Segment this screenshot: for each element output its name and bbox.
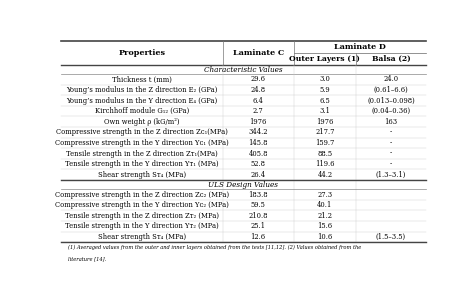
Text: 145.8: 145.8 — [248, 139, 268, 147]
Text: 44.2: 44.2 — [317, 171, 332, 179]
Text: Tensile strength in the Z direction Zᴛ₁(MPa): Tensile strength in the Z direction Zᴛ₁(… — [66, 150, 218, 157]
Text: 217.7: 217.7 — [315, 128, 335, 136]
Text: 344.2: 344.2 — [248, 128, 268, 136]
Text: -: - — [390, 150, 392, 157]
Text: Thickness t (mm): Thickness t (mm) — [112, 75, 172, 84]
Text: 6.4: 6.4 — [253, 97, 264, 105]
Text: (0.013–0.098): (0.013–0.098) — [367, 97, 415, 105]
Text: Young’s modulus in the Z direction E₂ (GPa): Young’s modulus in the Z direction E₂ (G… — [66, 86, 218, 94]
Text: Compressive strength in the Y direction Yᴄ₁ (MPa): Compressive strength in the Y direction … — [55, 139, 229, 147]
Text: literature [14].: literature [14]. — [68, 257, 107, 262]
Text: Laminate D: Laminate D — [334, 43, 386, 51]
Text: 26.4: 26.4 — [251, 171, 266, 179]
Text: Compressive strength in the Y direction Yᴄ₂ (MPa): Compressive strength in the Y direction … — [55, 201, 229, 209]
Text: 15.6: 15.6 — [317, 222, 332, 230]
Text: -: - — [390, 160, 392, 168]
Text: 3.1: 3.1 — [319, 107, 330, 115]
Text: Outer Layers (1): Outer Layers (1) — [290, 55, 360, 63]
Text: Kirchhoff module G₁₂ (GPa): Kirchhoff module G₁₂ (GPa) — [95, 107, 189, 115]
Text: Shear strength Sᴛ₄ (MPa): Shear strength Sᴛ₄ (MPa) — [98, 233, 186, 241]
Text: (0.04–0.36): (0.04–0.36) — [372, 107, 410, 115]
Text: Balsa (2): Balsa (2) — [372, 55, 410, 63]
Text: 119.6: 119.6 — [315, 160, 335, 168]
Text: 27.3: 27.3 — [317, 191, 332, 199]
Text: 2.7: 2.7 — [253, 107, 264, 115]
Text: 88.5: 88.5 — [317, 150, 332, 157]
Text: 3.0: 3.0 — [319, 75, 330, 84]
Text: 210.8: 210.8 — [248, 212, 268, 220]
Text: 25.1: 25.1 — [251, 222, 265, 230]
Text: 24.0: 24.0 — [383, 75, 399, 84]
Text: 405.8: 405.8 — [248, 150, 268, 157]
Text: 163: 163 — [384, 118, 398, 126]
Text: Compressive strength in the Z direction Zᴄ₂ (MPa): Compressive strength in the Z direction … — [55, 191, 229, 199]
Text: 21.2: 21.2 — [318, 212, 332, 220]
Text: 6.5: 6.5 — [319, 97, 330, 105]
Text: 1976: 1976 — [316, 118, 334, 126]
Text: 24.8: 24.8 — [251, 86, 266, 94]
Text: 159.7: 159.7 — [315, 139, 335, 147]
Text: Laminate C: Laminate C — [233, 49, 284, 57]
Text: 59.5: 59.5 — [251, 201, 265, 209]
Text: Shear strength Sᴛ₄ (MPa): Shear strength Sᴛ₄ (MPa) — [98, 171, 186, 179]
Text: 29.6: 29.6 — [251, 75, 265, 84]
Text: 1976: 1976 — [249, 118, 267, 126]
Text: Tensile strength in the Z direction Zᴛ₂ (MPa): Tensile strength in the Z direction Zᴛ₂ … — [65, 212, 219, 220]
Text: (1.3–3.1): (1.3–3.1) — [376, 171, 406, 179]
Text: Properties: Properties — [118, 49, 165, 57]
Text: Tensile strength in the Y direction Yᴛ₂ (MPa): Tensile strength in the Y direction Yᴛ₂ … — [65, 222, 219, 230]
Text: Compressive strength in the Z direction Zᴄ₁(MPa): Compressive strength in the Z direction … — [56, 128, 228, 136]
Text: -: - — [390, 139, 392, 147]
Text: Characteristic Values: Characteristic Values — [204, 65, 282, 74]
Text: -: - — [390, 128, 392, 136]
Text: 40.1: 40.1 — [317, 201, 332, 209]
Text: Tensile strength in the Y direction Yᴛ₁ (MPa): Tensile strength in the Y direction Yᴛ₁ … — [65, 160, 219, 168]
Text: (1.5–3.5): (1.5–3.5) — [376, 233, 406, 241]
Text: ULS Design Values: ULS Design Values — [208, 181, 278, 189]
Text: Young’s modulus in the Y direction E₄ (GPa): Young’s modulus in the Y direction E₄ (G… — [66, 97, 218, 105]
Text: 52.8: 52.8 — [251, 160, 265, 168]
Text: Own weight ρ (kG/m²): Own weight ρ (kG/m²) — [104, 118, 180, 126]
Text: 183.8: 183.8 — [248, 191, 268, 199]
Text: 12.6: 12.6 — [251, 233, 266, 241]
Text: 5.9: 5.9 — [319, 86, 330, 94]
Text: 10.6: 10.6 — [317, 233, 332, 241]
Text: (1) Averaged values from the outer and inner layers obtained from the tests [11,: (1) Averaged values from the outer and i… — [68, 244, 362, 250]
Text: (0.61–6.6): (0.61–6.6) — [374, 86, 408, 94]
